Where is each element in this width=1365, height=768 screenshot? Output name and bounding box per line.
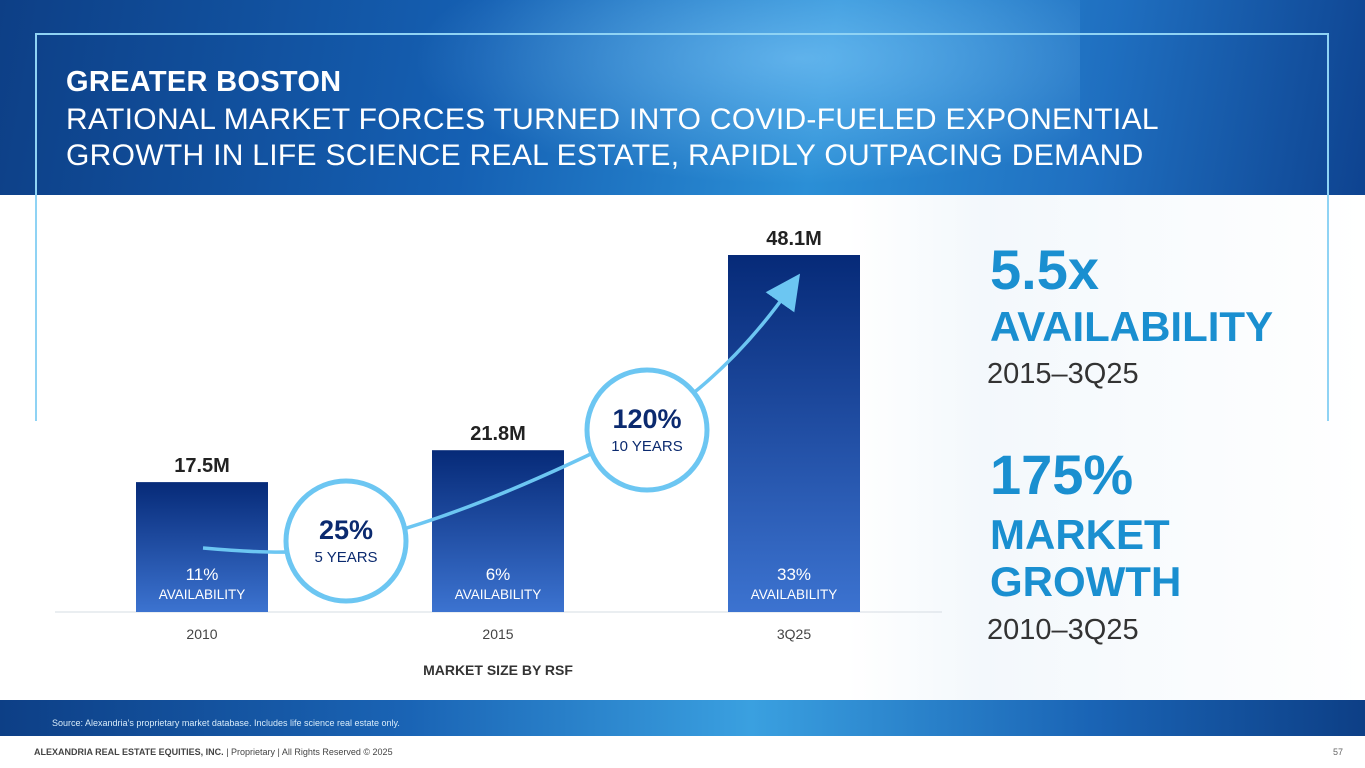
source-band — [0, 700, 1365, 736]
x-axis-label: MARKET SIZE BY RSF — [423, 662, 573, 678]
footer-copyright: ALEXANDRIA REAL ESTATE EQUITIES, INC. | … — [34, 747, 393, 757]
availability-label-3Q25: AVAILABILITY — [751, 587, 838, 602]
market-growth-label-1: MARKET — [990, 511, 1170, 558]
header-glow — [380, 0, 1080, 195]
decorative-frame — [35, 33, 1329, 421]
footer-company: ALEXANDRIA REAL ESTATE EQUITIES, INC. — [34, 747, 224, 757]
availability-pct-2010: 11% — [186, 565, 219, 584]
page-number: 57 — [1332, 747, 1343, 757]
slide-title: GREATER BOSTON — [66, 66, 342, 98]
market-growth-label-2: GROWTH — [990, 558, 1182, 605]
market-growth-pct: 175% — [990, 443, 1134, 506]
callout-period-1: 5 YEARS — [314, 549, 377, 566]
value-label-2015: 21.8M — [470, 423, 526, 445]
source-note: Source: Alexandria’s proprietary market … — [52, 718, 400, 728]
footer-rights: | Proprietary | All Rights Reserved © 20… — [223, 747, 393, 757]
footer-bar — [0, 736, 1365, 768]
availability-multiple: 5.5x — [990, 238, 1099, 301]
callout-circle-1 — [283, 478, 409, 604]
availability-pct-2015: 6% — [486, 565, 511, 584]
tick-label-3Q25: 3Q25 — [777, 626, 811, 642]
availability-label: AVAILABILITY — [990, 303, 1274, 350]
availability-range: 2015–3Q25 — [987, 358, 1139, 390]
tick-label-2015: 2015 — [482, 626, 513, 642]
market-growth-range: 2010–3Q25 — [987, 614, 1139, 646]
availability-pct-3Q25: 33% — [777, 565, 811, 584]
callout-circle-2 — [584, 367, 710, 493]
callout-period-2: 10 YEARS — [611, 438, 682, 455]
tick-label-2010: 2010 — [186, 626, 217, 642]
availability-label-2010: AVAILABILITY — [159, 587, 246, 602]
bar-3Q25 — [728, 255, 860, 612]
availability-label-2015: AVAILABILITY — [455, 587, 542, 602]
callout-pct-2: 120% — [612, 404, 681, 434]
slide-subtitle: RATIONAL MARKET FORCES TURNED INTO COVID… — [66, 103, 1158, 172]
value-label-3Q25: 48.1M — [766, 228, 822, 250]
value-label-2010: 17.5M — [174, 455, 230, 477]
callout-pct-1: 25% — [319, 515, 373, 545]
bar-2010 — [136, 482, 268, 612]
